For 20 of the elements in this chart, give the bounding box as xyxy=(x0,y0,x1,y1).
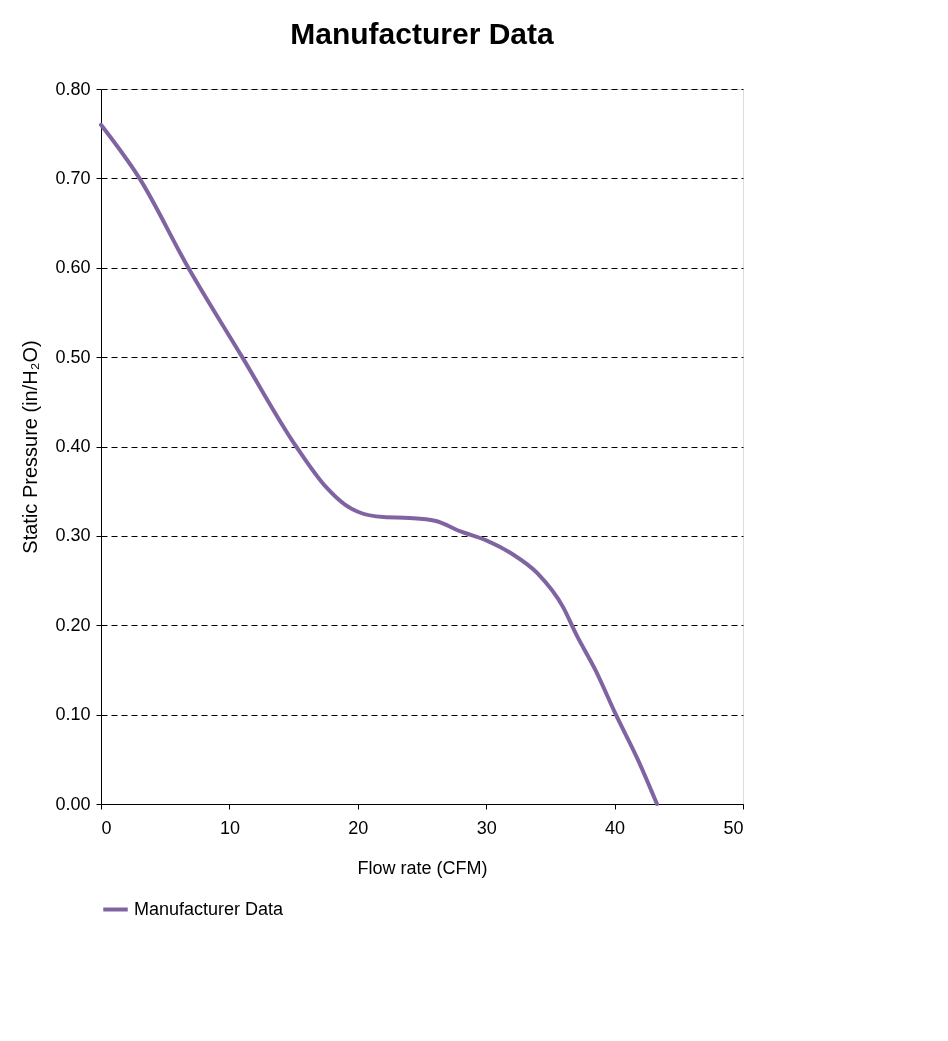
y-tick-label: 0.30 xyxy=(55,525,91,546)
y-tick-label: 0.10 xyxy=(55,704,91,725)
line-series xyxy=(99,122,659,806)
y-tick-label: 0.50 xyxy=(55,346,91,367)
x-tick-label: 30 xyxy=(476,817,497,838)
y-tick-label: 0.60 xyxy=(55,257,91,278)
x-tick-label: 0 xyxy=(101,817,112,838)
x-tick-label: 40 xyxy=(605,817,626,838)
y-tick-label: 0.40 xyxy=(55,436,91,456)
chart-title: Manufacturer Data xyxy=(290,17,555,50)
y-axis-title: Static Pressure (in/H₂O) xyxy=(19,340,42,554)
x-axis-title: Flow rate (CFM) xyxy=(357,857,488,878)
legend-label: Manufacturer Data xyxy=(134,898,285,919)
x-tick-label: 10 xyxy=(219,817,240,838)
y-tick-label: 0.20 xyxy=(55,614,91,635)
y-tick-label: 0.00 xyxy=(55,793,91,814)
x-tick-label: 20 xyxy=(348,817,369,838)
y-tick-label: 0.80 xyxy=(55,78,91,99)
y-tick-label: 0.70 xyxy=(55,167,91,188)
x-tick-label: 50 xyxy=(723,817,744,838)
